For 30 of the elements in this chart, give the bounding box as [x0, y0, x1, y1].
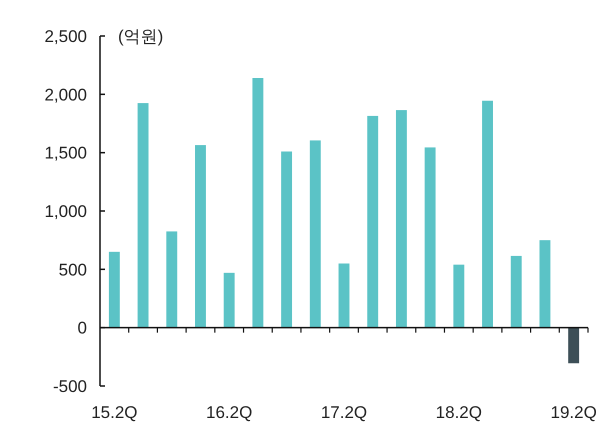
bar [367, 116, 378, 328]
bar [281, 152, 292, 328]
bar [539, 240, 550, 328]
x-tick-label: 18.2Q [436, 403, 482, 422]
x-tick-label: 15.2Q [91, 403, 138, 422]
y-tick-label: 0 [78, 318, 87, 338]
x-tick-label: 16.2Q [206, 403, 252, 422]
bar [166, 231, 178, 328]
y-tick-label: 1,500 [44, 144, 87, 163]
bar [108, 252, 120, 328]
y-tick-label: 2,500 [44, 27, 87, 46]
y-tick-label: 1,000 [44, 202, 87, 221]
bar [252, 78, 264, 328]
bar [396, 110, 407, 328]
y-axis-title: (억원) [118, 27, 164, 46]
bar [482, 100, 493, 328]
x-tick-label: 19.2Q [550, 403, 597, 422]
y-tick-label: -500 [52, 377, 87, 396]
bar [310, 140, 321, 328]
bar [424, 147, 436, 328]
bar [568, 328, 580, 364]
y-tick-label: 2,000 [44, 85, 87, 104]
bar [224, 272, 235, 328]
bar [338, 264, 350, 328]
bar [138, 103, 149, 328]
bar [195, 145, 206, 328]
y-tick-label: 500 [58, 260, 87, 280]
x-tick-label: 17.2Q [320, 403, 368, 422]
bar [453, 264, 464, 328]
bar [510, 256, 522, 328]
